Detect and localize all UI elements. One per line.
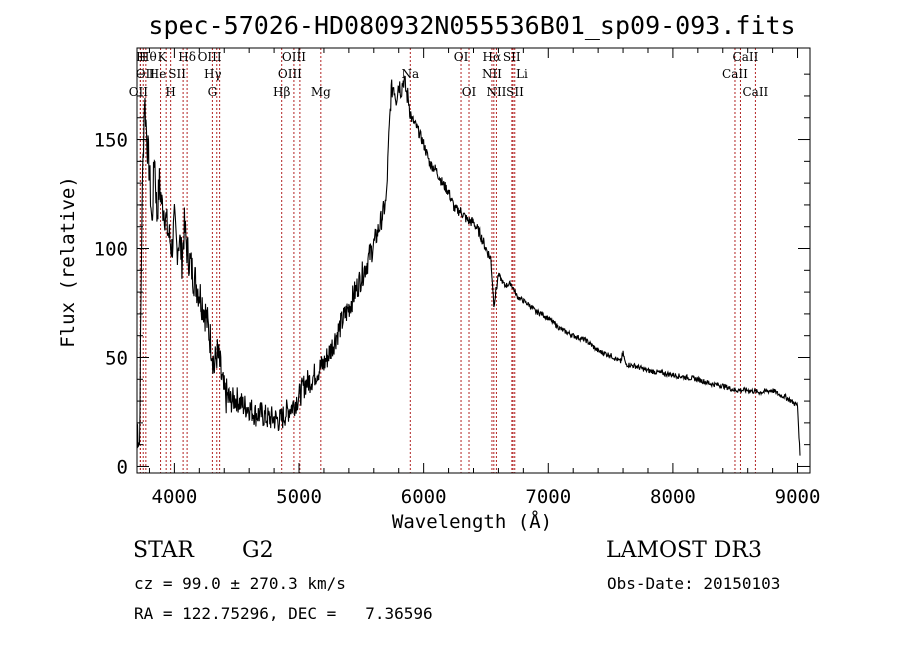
x-tick-label: 6000 — [401, 486, 447, 508]
x-tick-label: 4000 — [152, 486, 198, 508]
y-tick-label: 50 — [105, 347, 128, 369]
object-subclass: G2 — [242, 538, 274, 563]
line-label: He — [149, 67, 167, 81]
line-label: K — [158, 50, 168, 64]
line-label: Hα — [483, 50, 502, 64]
obs-date: Obs-Date: 20150103 — [607, 574, 781, 593]
line-label: OI — [454, 50, 469, 64]
line-label: SII — [168, 67, 186, 81]
object-class: STAR — [133, 538, 194, 563]
y-tick-label: 0 — [117, 456, 128, 478]
line-label: SII — [506, 85, 524, 99]
line-label: OII — [136, 67, 156, 81]
spectral-line-markers — [139, 48, 756, 473]
line-label: Hθ — [139, 50, 157, 64]
line-label: Hγ — [204, 67, 222, 81]
y-tick-label: 150 — [94, 130, 128, 152]
line-label: Hδ — [178, 50, 196, 64]
survey-name: LAMOST DR3 — [606, 538, 762, 563]
spectrum-line — [136, 75, 801, 456]
x-tick-label: 8000 — [650, 486, 696, 508]
line-label: OI — [462, 85, 477, 99]
coordinates: RA = 122.75296, DEC = 7.36596 — [134, 604, 433, 623]
x-tick-label: 7000 — [525, 486, 571, 508]
x-axis-ticks: 4000 5000 6000 7000 8000 9000 — [148, 48, 821, 508]
line-label: H — [165, 85, 175, 99]
line-label: Li — [516, 67, 528, 81]
y-axis-label: Flux (relative) — [57, 176, 79, 348]
line-label: OIII — [198, 50, 222, 64]
line-label: OIII — [278, 67, 302, 81]
x-axis-label: Wavelength (Å) — [392, 510, 552, 533]
x-tick-label: 5000 — [276, 486, 322, 508]
y-tick-label: 100 — [94, 239, 128, 261]
y-axis-ticks: 0 50 100 150 — [94, 73, 810, 478]
line-label: OII — [129, 85, 149, 99]
line-label: Mg — [311, 85, 331, 99]
line-label: CaII — [722, 67, 748, 81]
line-label: OIII — [282, 50, 306, 64]
line-label: NII — [482, 67, 502, 81]
chart-title: spec-57026-HD080932N055536B01_sp09-093.f… — [148, 11, 795, 40]
line-label: CaII — [733, 50, 759, 64]
line-label: SII — [503, 50, 521, 64]
redshift-value: cz = 99.0 ± 270.3 km/s — [134, 574, 346, 593]
line-label: Na — [401, 67, 419, 81]
line-label: H — [136, 50, 146, 64]
line-label: G — [208, 85, 218, 99]
line-label: NII — [486, 85, 506, 99]
x-tick-label: 9000 — [775, 486, 821, 508]
line-label: CaII — [742, 85, 768, 99]
line-label: Hβ — [273, 85, 290, 99]
